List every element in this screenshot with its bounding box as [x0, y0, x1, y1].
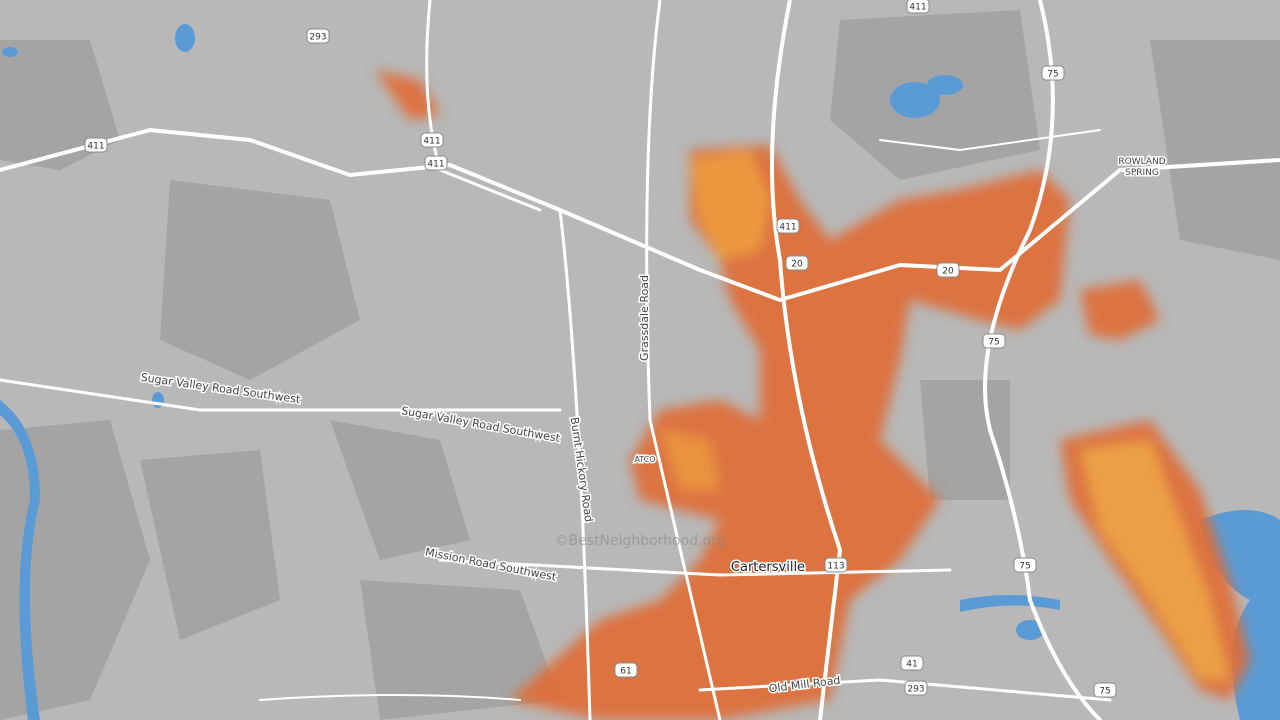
route-shield: 75 [1041, 65, 1065, 81]
route-shield: 113 [824, 557, 848, 573]
shield-box [906, 0, 930, 14]
route-shield: 411 [84, 137, 108, 153]
shield-box [776, 218, 800, 234]
shield-label: 411 [779, 223, 796, 233]
place-label: ROWLAND [1118, 157, 1165, 167]
shield-box [1093, 682, 1117, 698]
route-shield: 75 [1013, 557, 1037, 573]
shield-box [84, 137, 108, 153]
route-shield: 41 [900, 655, 924, 671]
shield-box [306, 28, 330, 44]
route-shield: 293 [306, 28, 330, 44]
place-label: ATCO [634, 455, 655, 464]
shield-label: 75 [1047, 70, 1058, 80]
watermark: ©BestNeighborhood.org [554, 533, 725, 549]
shield-label: 293 [309, 33, 326, 43]
place-label: SPRING [1125, 168, 1159, 178]
shield-label: 20 [791, 260, 803, 270]
shield-label: 293 [907, 685, 924, 695]
shield-box [936, 262, 960, 278]
road-label: Grassdale Road [638, 275, 651, 361]
shield-box [900, 655, 924, 671]
route-shield: 411 [420, 132, 444, 148]
shield-label: 75 [1019, 562, 1030, 572]
shield-label: 20 [942, 267, 954, 277]
shield-box [1041, 65, 1065, 81]
shield-box [1013, 557, 1037, 573]
route-shield: 61 [614, 662, 638, 678]
shield-label: 411 [909, 3, 926, 13]
route-shield: 75 [982, 333, 1006, 349]
shield-label: 411 [423, 137, 440, 147]
heat-overlay [375, 70, 1250, 720]
route-shield: 411 [424, 155, 448, 171]
route-shield: 75 [1093, 682, 1117, 698]
route-shield: 293 [904, 680, 928, 696]
shield-label: 41 [906, 660, 917, 670]
shield-box [785, 255, 809, 271]
shield-label: 113 [827, 562, 844, 572]
shield-label: 75 [988, 338, 999, 348]
shield-label: 61 [620, 667, 631, 677]
shield-label: 411 [87, 142, 104, 152]
shield-box [614, 662, 638, 678]
route-shield: 20 [785, 255, 809, 271]
shield-box [904, 680, 928, 696]
route-shield: 411 [906, 0, 930, 14]
shield-box [424, 155, 448, 171]
shields: 293 411 411 411 411 411 75 75 75 75 20 20 113 61 41 293 [84, 0, 1117, 698]
shield-box [982, 333, 1006, 349]
place-label: Cartersville [731, 560, 805, 575]
shield-label: 75 [1099, 687, 1110, 697]
water [0, 24, 1280, 720]
shield-box [824, 557, 848, 573]
shield-label: 411 [427, 160, 444, 170]
route-shield: 20 [936, 262, 960, 278]
route-shield: 411 [776, 218, 800, 234]
shield-box [420, 132, 444, 148]
